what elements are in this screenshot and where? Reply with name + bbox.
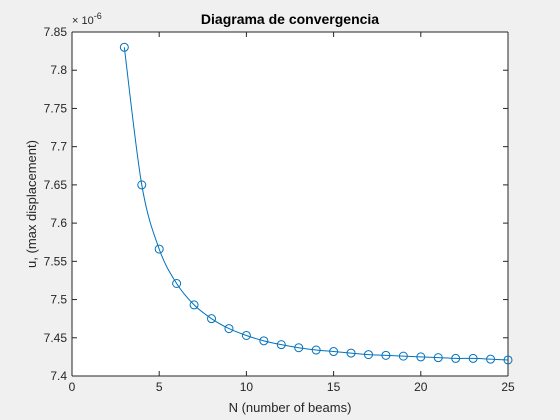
ticks: 0 5 10 15 20 25 7.4 7.45 7.5 7.55 7.6 7.65 7.7 7.75 7.… [44,25,515,394]
data-point-marker [137,180,147,190]
y-tick-label: 7.7 [50,140,67,154]
y-exponent-power: -6 [94,11,102,21]
y-tick-label: 7.45 [44,331,68,345]
x-tick-label: 25 [501,380,515,394]
y-tick-label: 7.6 [50,216,67,230]
y-tick-label: 7.75 [44,101,68,115]
data-point-marker [294,343,304,353]
series-line [123,47,509,361]
y-tick-label: 7.5 [50,293,67,307]
axes [71,31,509,377]
data-point-marker [451,353,461,363]
data-point-marker [276,340,286,350]
data-point-marker [486,354,496,364]
data-point-marker [329,347,339,357]
x-tick-label: 5 [156,380,163,394]
data-point-marker [172,279,182,289]
x-tick-label: 20 [414,380,428,394]
y-tick-label: 7.8 [50,63,67,77]
data-point-marker [119,42,129,52]
y-tick-label: 7.4 [50,369,67,383]
data-point-marker [259,336,269,346]
chart-title: Diagrama de convergencia [201,11,379,27]
data-point-marker [398,351,408,361]
data-point-marker [468,353,478,363]
y-tick-label: 7.85 [44,25,68,39]
x-tick-label: 0 [69,380,76,394]
data-point-marker [207,314,217,324]
data-point-marker [416,352,426,362]
data-point-marker [311,345,321,355]
y-axis-label: u, (max displacement) [24,140,39,268]
data-point-marker [433,353,443,363]
plot-area [72,32,508,376]
y-exponent-base: × 10 [72,15,94,27]
y-tick-label: 7.65 [44,178,68,192]
x-tick-label: 15 [327,380,341,394]
y-exponent-label: × 10-6 [72,11,102,27]
data-point-marker [224,324,234,334]
y-tick-label: 7.55 [44,254,68,268]
x-tick-label: 10 [240,380,254,394]
series-group [119,42,513,365]
data-point-marker [189,300,199,310]
data-point-marker [363,350,373,360]
x-axis-label: N (number of beams) [229,400,352,415]
data-point-marker [154,244,164,254]
data-point-marker [241,330,251,340]
data-point-marker [503,355,513,365]
data-point-marker [346,348,356,358]
data-point-marker [381,350,391,360]
